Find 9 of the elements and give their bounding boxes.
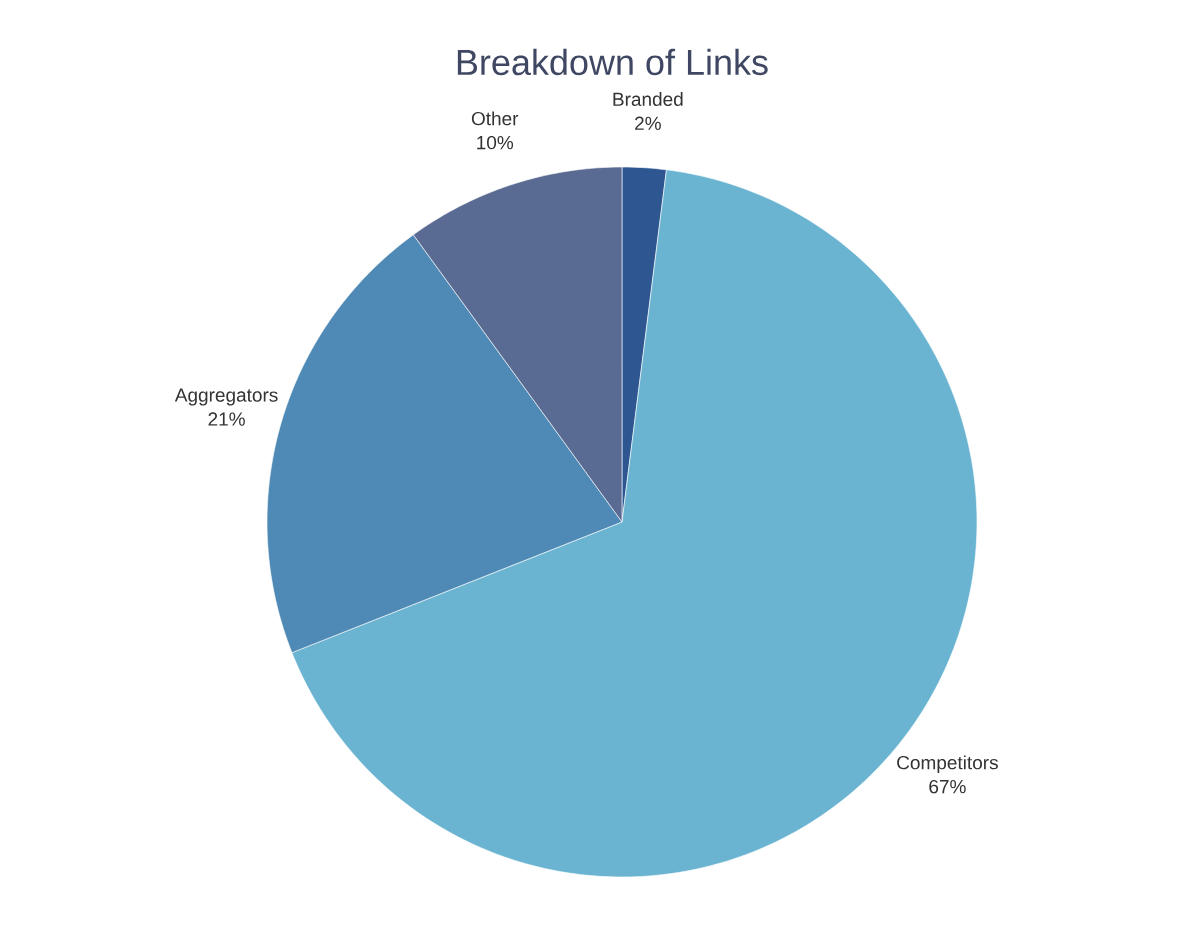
slice-label: Other xyxy=(471,111,519,126)
chart-title: Breakdown of Links xyxy=(457,48,768,76)
data-label: 10% xyxy=(477,135,514,150)
slice-label: Competitors xyxy=(897,755,998,774)
slice-label: Aggregators xyxy=(174,388,278,406)
slice-label: Branded xyxy=(613,92,683,107)
data-label: 67% xyxy=(929,779,966,794)
data-label: 21% xyxy=(208,412,245,426)
data-label: 2% xyxy=(635,116,661,130)
